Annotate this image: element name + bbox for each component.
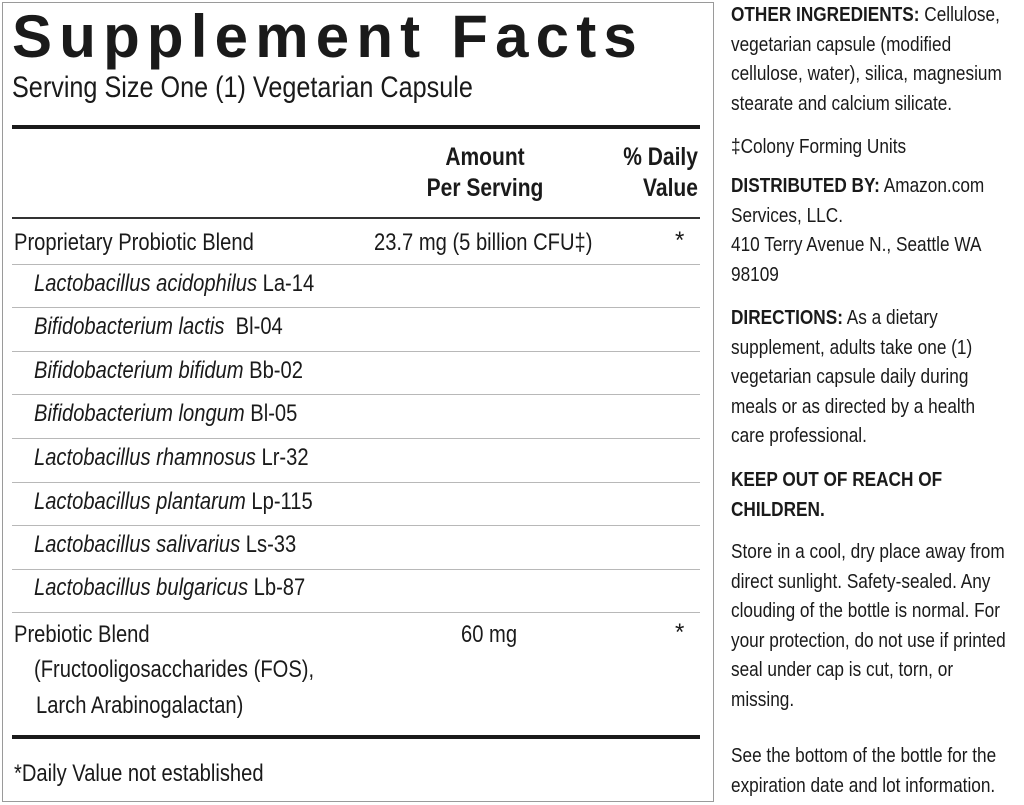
strain-row: Lactobacillus acidophilus La-14 bbox=[34, 270, 314, 298]
probiotic-blend-dv: * bbox=[675, 227, 685, 254]
serving-size: Serving Size One (1) Vegetarian Capsule bbox=[12, 71, 473, 104]
storage: Store in a cool, dry place away from dir… bbox=[731, 537, 1024, 715]
strain-species: Bifidobacterium lactis bbox=[34, 313, 225, 340]
text-line: stearate and calcium silicate. bbox=[731, 91, 953, 115]
directions-label: DIRECTIONS: bbox=[731, 306, 843, 329]
strain-row: Lactobacillus plantarum Lp-115 bbox=[34, 488, 313, 516]
strain-row: Bifidobacterium bifidum Bb-02 bbox=[34, 357, 303, 385]
text-line: direct sunlight. Safety-sealed. Any bbox=[731, 569, 991, 593]
divider bbox=[12, 612, 700, 613]
divider bbox=[12, 264, 700, 265]
strain-row: Bifidobacterium longum Bl-05 bbox=[34, 400, 297, 428]
prebiotic-blend-name: Prebiotic Blend bbox=[14, 621, 150, 648]
text-line: meals or as directed by a health bbox=[731, 394, 976, 418]
divider bbox=[12, 394, 700, 395]
strain-code: Ls-33 bbox=[240, 531, 297, 558]
prebiotic-blend-dv: * bbox=[675, 619, 685, 646]
strain-species: Lactobacillus plantarum bbox=[34, 488, 246, 515]
header-amount: Amount Per Serving bbox=[414, 142, 557, 204]
strain-code: La-14 bbox=[257, 270, 315, 297]
prebiotic-blend-amount: 60 mg bbox=[461, 621, 518, 648]
text-line: seal under cap is cut, torn, or bbox=[731, 658, 954, 682]
strain-code: Bb-02 bbox=[243, 357, 303, 384]
strain-species: Bifidobacterium longum bbox=[34, 400, 245, 427]
text-line: vegetarian capsule (modified bbox=[731, 32, 952, 56]
header-amount-line1: Amount bbox=[445, 143, 525, 171]
text-line: Amazon.com bbox=[879, 174, 985, 197]
strain-species: Bifidobacterium bifidum bbox=[34, 357, 244, 384]
probiotic-blend-amount: 23.7 mg (5 billion CFU‡) bbox=[374, 229, 593, 256]
divider-thick bbox=[12, 125, 700, 129]
distributed-label: DISTRIBUTED BY: bbox=[731, 174, 880, 197]
strain-species: Lactobacillus bulgaricus bbox=[34, 574, 249, 601]
text-line: supplement, adults take one (1) bbox=[731, 335, 973, 359]
strain-row: Lactobacillus salivarius Ls-33 bbox=[34, 531, 296, 559]
header-dv-line2: Value bbox=[643, 174, 698, 202]
directions: DIRECTIONS: As a dietary supplement, adu… bbox=[731, 303, 1024, 451]
text-line: your protection, do not use if printed bbox=[731, 628, 1006, 652]
header-amount-line2: Per Serving bbox=[426, 174, 544, 202]
probiotic-blend-name: Proprietary Probiotic Blend bbox=[14, 229, 254, 256]
panel-title: Supplement Facts bbox=[12, 3, 644, 70]
text-line: CHILDREN. bbox=[731, 497, 825, 521]
header-daily-value: % Daily Value bbox=[623, 142, 698, 204]
warning: KEEP OUT OF REACH OF CHILDREN. bbox=[731, 465, 1024, 524]
footnote: *Daily Value not established bbox=[14, 760, 264, 787]
text-line: Store in a cool, dry place away from bbox=[731, 540, 1005, 563]
strain-code: Lr-32 bbox=[255, 444, 309, 471]
strain-species: Lactobacillus rhamnosus bbox=[34, 444, 256, 471]
text-line: ‡Colony Forming Units bbox=[731, 135, 907, 158]
prebiotic-detail-line1: (Fructooligosaccharides (FOS), bbox=[34, 656, 315, 683]
text-line: 410 Terry Avenue N., Seattle WA bbox=[731, 233, 982, 257]
header-dv-line1: % Daily bbox=[623, 143, 698, 171]
divider bbox=[12, 569, 700, 570]
text-line: 98109 bbox=[731, 262, 779, 286]
strain-code: Bl-04 bbox=[224, 313, 283, 340]
text-line: care professional. bbox=[731, 424, 867, 448]
cfu-note: ‡Colony Forming Units bbox=[731, 132, 1024, 162]
divider bbox=[12, 482, 700, 483]
text-line: missing. bbox=[731, 687, 795, 711]
divider bbox=[12, 217, 700, 219]
strain-code: Lp-115 bbox=[245, 488, 313, 515]
strain-row: Bifidobacterium lactis Bl-04 bbox=[34, 313, 283, 341]
strain-species: Lactobacillus salivarius bbox=[34, 531, 241, 558]
divider bbox=[12, 525, 700, 526]
text-line: vegetarian capsule daily during bbox=[731, 365, 969, 389]
strain-code: Lb-87 bbox=[248, 574, 306, 601]
text-line: Cellulose, bbox=[919, 3, 1000, 26]
text-line: See the bottom of the bottle for the bbox=[731, 744, 997, 767]
text-line: Services, LLC. bbox=[731, 203, 843, 227]
text-line: expiration date and lot information. bbox=[731, 773, 996, 797]
strain-row: Lactobacillus rhamnosus Lr-32 bbox=[34, 444, 309, 472]
divider bbox=[12, 438, 700, 439]
other-ingredients-label: OTHER INGREDIENTS: bbox=[731, 3, 920, 26]
strain-code: Bl-05 bbox=[244, 400, 298, 427]
prebiotic-detail-line2: Larch Arabinogalactan) bbox=[36, 692, 244, 719]
strain-row: Lactobacillus bulgaricus Lb-87 bbox=[34, 574, 305, 602]
divider bbox=[12, 351, 700, 352]
text-line: cellulose, water), silica, magnesium bbox=[731, 62, 1002, 86]
text-line: KEEP OUT OF REACH OF bbox=[731, 468, 943, 491]
other-ingredients: OTHER INGREDIENTS: Cellulose, vegetarian… bbox=[731, 0, 1024, 118]
strain-species: Lactobacillus acidophilus bbox=[34, 270, 258, 297]
text-line: clouding of the bottle is normal. For bbox=[731, 599, 1000, 623]
supplement-facts-panel bbox=[2, 2, 714, 802]
expiration-info: See the bottom of the bottle for the exp… bbox=[731, 741, 1024, 800]
divider bbox=[12, 307, 700, 308]
distributed-by: DISTRIBUTED BY: Amazon.com Services, LLC… bbox=[731, 171, 1024, 289]
text-line: As a dietary bbox=[842, 306, 938, 329]
divider-thick bbox=[12, 735, 700, 739]
